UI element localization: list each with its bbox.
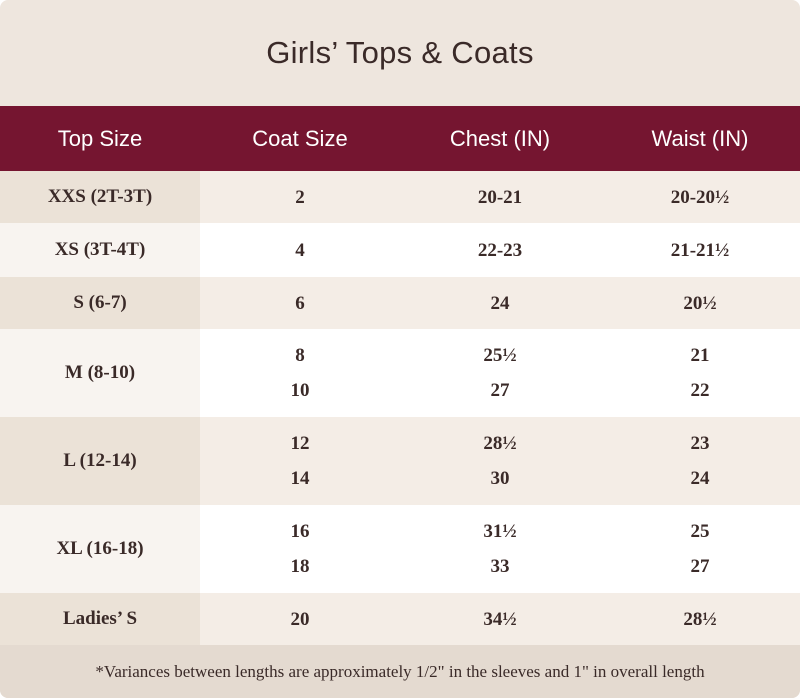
waist-cell: 23 24	[600, 417, 800, 505]
chest-cell: 22-23	[400, 223, 600, 277]
table-header: Top Size Coat Size Chest (IN) Waist (IN)	[0, 106, 800, 171]
chest-cell: 24	[400, 277, 600, 329]
waist-cell-value: 20-20½	[670, 186, 730, 208]
waist-cell: 20½	[600, 277, 800, 329]
coat-size-cell-value: 14	[290, 468, 310, 489]
table-row: XL (16-18) 16 18 31½ 33 25 27	[0, 505, 800, 593]
row-values: 8 10 25½ 27 21 22	[200, 329, 800, 417]
chest-cell-value: 33	[490, 556, 510, 577]
top-size-cell: XL (16-18)	[0, 505, 200, 593]
chest-cell: 28½ 30	[400, 417, 600, 505]
chest-cell-value: 27	[490, 380, 510, 401]
coat-size-cell: 4	[200, 223, 400, 277]
chest-cell-value: 24	[490, 292, 510, 314]
table-row: S (6-7) 6 24 20½	[0, 277, 800, 329]
waist-cell-value: 25	[690, 521, 710, 542]
top-size-cell: L (12-14)	[0, 417, 200, 505]
row-values: 20 34½ 28½	[200, 593, 800, 645]
coat-size-cell-value: 20	[290, 608, 310, 630]
waist-cell-value: 23	[690, 433, 710, 454]
waist-cell-value: 20½	[683, 292, 717, 314]
coat-size-cell: 2	[200, 171, 400, 223]
coat-size-cell-value: 6	[295, 292, 305, 314]
header-waist: Waist (IN)	[651, 125, 749, 151]
coat-size-cell-value: 8	[295, 345, 305, 366]
waist-cell-value: 28½	[683, 608, 717, 630]
coat-size-cell-value: 18	[290, 556, 310, 577]
coat-size-cell: 16 18	[200, 505, 400, 593]
chest-cell: 34½	[400, 593, 600, 645]
waist-cell: 25 27	[600, 505, 800, 593]
header-coat-size: Coat Size	[252, 125, 348, 151]
waist-cell: 28½	[600, 593, 800, 645]
waist-cell-value: 21	[690, 345, 710, 366]
chest-cell-value: 31½	[483, 521, 517, 542]
chest-cell-value: 25½	[483, 345, 517, 366]
chest-cell: 20-21	[400, 171, 600, 223]
top-size-cell: M (8-10)	[0, 329, 200, 417]
coat-size-cell-value: 16	[290, 521, 310, 542]
table-row: L (12-14) 12 14 28½ 30 23 24	[0, 417, 800, 505]
waist-cell: 20-20½	[600, 171, 800, 223]
waist-cell: 21 22	[600, 329, 800, 417]
chest-cell-value: 34½	[483, 608, 517, 630]
chest-cell: 25½ 27	[400, 329, 600, 417]
waist-cell-value: 21-21½	[670, 239, 730, 261]
chest-cell-value: 20-21	[477, 186, 523, 208]
row-values: 6 24 20½	[200, 277, 800, 329]
row-values: 2 20-21 20-20½	[200, 171, 800, 223]
coat-size-cell-value: 12	[290, 433, 310, 454]
header-chest: Chest (IN)	[449, 125, 551, 151]
coat-size-cell: 8 10	[200, 329, 400, 417]
table-row: M (8-10) 8 10 25½ 27 21 22	[0, 329, 800, 417]
top-size-cell: XS (3T-4T)	[0, 223, 200, 277]
top-size-cell: S (6-7)	[0, 277, 200, 329]
coat-size-cell: 6	[200, 277, 400, 329]
table-body: XXS (2T-3T) 2 20-21 20-20½ XS (3T-4T) 4 22-23 2…	[0, 171, 800, 645]
waist-cell-value: 22	[690, 380, 710, 401]
table-row: XS (3T-4T) 4 22-23 21-21½	[0, 223, 800, 277]
chest-cell-value: 22-23	[477, 239, 523, 261]
chest-cell-value: 28½	[483, 433, 517, 454]
coat-size-cell-value: 4	[295, 239, 305, 261]
row-values: 4 22-23 21-21½	[200, 223, 800, 277]
coat-size-cell-value: 10	[290, 380, 310, 401]
table-row: Ladies’ S 20 34½ 28½	[0, 593, 800, 645]
top-size-cell: Ladies’ S	[0, 593, 200, 645]
waist-cell-value: 27	[690, 556, 710, 577]
table-row: XXS (2T-3T) 2 20-21 20-20½	[0, 171, 800, 223]
chest-cell: 31½ 33	[400, 505, 600, 593]
waist-cell: 21-21½	[600, 223, 800, 277]
waist-cell-value: 24	[690, 468, 710, 489]
top-size-cell: XXS (2T-3T)	[0, 171, 200, 223]
chart-title: Girls’ Tops & Coats	[266, 35, 534, 70]
coat-size-cell-value: 2	[295, 186, 305, 208]
chest-cell-value: 30	[490, 468, 510, 489]
row-values: 12 14 28½ 30 23 24	[200, 417, 800, 505]
header-top-size: Top Size	[57, 125, 143, 151]
coat-size-cell: 20	[200, 593, 400, 645]
row-values: 16 18 31½ 33 25 27	[200, 505, 800, 593]
coat-size-cell: 12 14	[200, 417, 400, 505]
footnote: *Variances between lengths are approxima…	[0, 645, 800, 698]
